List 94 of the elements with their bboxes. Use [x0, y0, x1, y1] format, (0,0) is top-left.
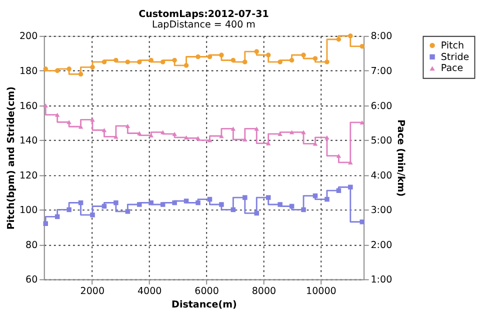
- point: [348, 184, 353, 190]
- y-tick-label: 160: [19, 100, 38, 112]
- point: [184, 63, 189, 68]
- point: [160, 130, 166, 134]
- point: [336, 154, 342, 158]
- legend-label: Pace: [440, 63, 464, 74]
- point: [137, 131, 142, 136]
- y-axis-title: Pitch(bpm) and Stride(cm): [6, 86, 17, 230]
- y2-tick-label: 4:00: [370, 170, 392, 182]
- point: [360, 120, 365, 125]
- point: [196, 54, 200, 60]
- point: [137, 60, 142, 64]
- x-tick-label: 6000: [194, 286, 219, 298]
- point: [324, 135, 330, 140]
- point: [360, 219, 365, 224]
- point: [43, 66, 48, 72]
- point: [230, 58, 236, 63]
- point: [90, 212, 95, 218]
- y2-axis-title: Pace (min/km): [394, 120, 406, 197]
- point: [289, 58, 294, 63]
- x-axis-title: Distance(m): [172, 299, 237, 310]
- point: [301, 207, 306, 212]
- point: [266, 195, 271, 200]
- point: [184, 135, 189, 140]
- y2-tick-label: 6:00: [370, 100, 392, 112]
- point: [207, 54, 212, 60]
- point: [278, 60, 282, 64]
- point: [219, 202, 224, 207]
- point: [196, 136, 200, 140]
- point: [148, 58, 154, 63]
- point: [66, 207, 72, 212]
- y2-tick-label: 1:00: [370, 274, 392, 286]
- chart-title: CustomLaps:2012-07-31: [138, 8, 269, 20]
- point: [172, 200, 177, 206]
- y-tick-label: 60: [26, 274, 38, 286]
- point: [312, 56, 318, 61]
- point: [78, 72, 84, 77]
- point: [172, 58, 177, 63]
- point: [66, 120, 72, 124]
- y-tick-label: 140: [19, 136, 38, 147]
- point: [230, 126, 236, 131]
- point: [242, 195, 248, 200]
- point: [137, 202, 142, 207]
- x-tick-label: 10000: [306, 286, 336, 298]
- point: [219, 52, 224, 58]
- point: [254, 126, 260, 131]
- point: [336, 188, 342, 193]
- point: [148, 200, 154, 206]
- point: [43, 221, 48, 226]
- y-tick-label: 120: [19, 170, 38, 182]
- x-tick-label: 2000: [80, 286, 105, 298]
- point: [348, 34, 353, 38]
- y2-tick-label: 2:00: [370, 240, 392, 251]
- y-tick-label: 100: [19, 205, 38, 216]
- point: [301, 52, 306, 58]
- point: [90, 64, 95, 70]
- x-tick-label: 8000: [252, 286, 276, 298]
- point: [172, 132, 177, 136]
- point: [278, 202, 282, 207]
- y2-tick-label: 3:00: [370, 205, 392, 216]
- x-tick-label: 4000: [137, 286, 162, 298]
- point: [289, 130, 294, 134]
- y2-tick-label: 5:00: [370, 136, 392, 147]
- point: [54, 68, 60, 74]
- point: [66, 66, 72, 72]
- point: [360, 44, 365, 49]
- point: [160, 202, 166, 207]
- point: [43, 103, 48, 108]
- point: [242, 60, 248, 64]
- legend-label: Pitch: [440, 40, 464, 52]
- point: [102, 60, 107, 64]
- point: [125, 124, 130, 128]
- point: [125, 60, 130, 64]
- point: [160, 60, 166, 64]
- point: [324, 196, 330, 202]
- legend-label: Stride: [440, 52, 470, 63]
- point: [54, 112, 60, 117]
- point: [324, 60, 330, 64]
- y2-tick-label: 7:00: [370, 66, 392, 77]
- point: [254, 49, 260, 54]
- point: [196, 200, 200, 206]
- point: [114, 58, 118, 63]
- y2-tick-label: 8:00: [370, 31, 392, 42]
- point: [102, 128, 107, 132]
- y-tick-label: 80: [26, 240, 38, 251]
- y-tick-label: 200: [19, 31, 38, 42]
- point: [336, 36, 342, 42]
- point: [301, 130, 306, 134]
- point: [184, 198, 189, 204]
- y-tick-label: 180: [19, 66, 38, 77]
- chart-subtitle: LapDistance = 400 m: [152, 19, 256, 30]
- point: [125, 209, 130, 214]
- point: [114, 200, 118, 206]
- point: [266, 52, 271, 58]
